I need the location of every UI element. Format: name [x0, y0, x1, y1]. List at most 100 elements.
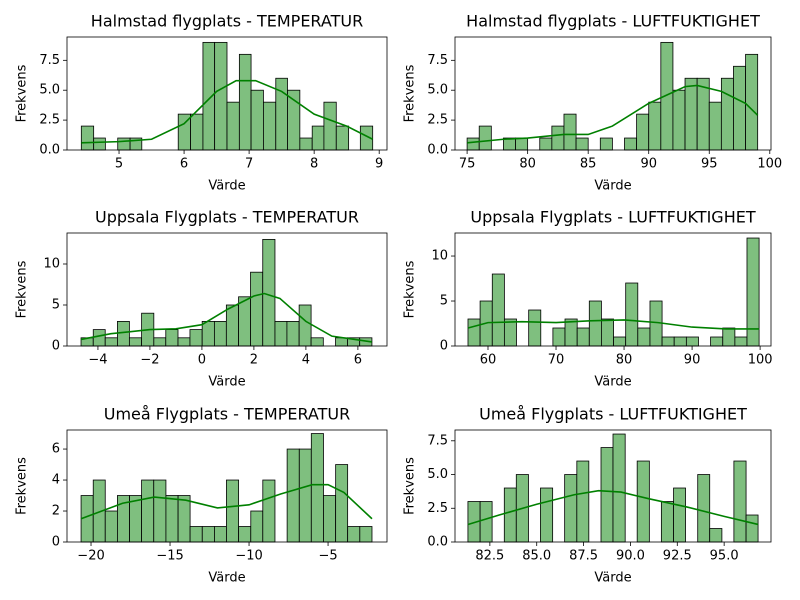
x-tick-label: 85 [580, 157, 597, 172]
histogram-bar [323, 101, 337, 151]
histogram-bar [214, 41, 228, 151]
y-axis-label: Frekvens [15, 457, 30, 515]
histogram-bar [746, 237, 760, 347]
x-tick-label: 75 [459, 157, 476, 172]
histogram-bar [310, 337, 324, 347]
histogram-bar [672, 89, 686, 151]
histogram-bar [722, 327, 736, 347]
y-tick-label: 2.5 [427, 113, 448, 128]
histogram-bar [552, 327, 566, 347]
histogram-bar [117, 320, 130, 347]
histogram-bar [359, 526, 373, 543]
axes-frame [454, 429, 772, 543]
subplot-title: Halmstad flygplats - TEMPERATUR [91, 12, 363, 31]
histogram-bar [238, 53, 252, 151]
y-axis-label: Frekvens [403, 64, 418, 122]
histogram-bar [491, 273, 505, 347]
x-tick-label: 60 [480, 353, 497, 368]
kde-line [467, 489, 759, 526]
axes-frame [66, 36, 388, 151]
histogram-bar [709, 528, 723, 543]
x-axis-label: Värde [594, 571, 631, 586]
y-axis-label: Frekvens [403, 457, 418, 515]
histogram-bar [503, 318, 517, 347]
histogram-bar [660, 501, 674, 543]
histogram-bar [165, 495, 179, 543]
histogram-bar [601, 318, 614, 347]
x-tick-label: −15 [156, 549, 183, 564]
x-axis-label: Värde [208, 571, 245, 586]
y-axis-label: Frekvens [403, 260, 418, 318]
y-tick-label: 0 [52, 535, 60, 550]
histogram-bar [576, 327, 590, 347]
histogram-bar [189, 526, 203, 543]
histogram-bar [733, 65, 746, 151]
histogram-bar [347, 526, 361, 543]
histogram-bar [733, 460, 747, 543]
x-tick-label: 4 [302, 353, 310, 368]
histogram-bar [250, 271, 264, 347]
histogram-bar [503, 487, 517, 543]
histogram-bar [310, 433, 324, 543]
subplot: Umeå Flygplats - LUFTFUKTIGHET Värde Frekv… [403, 405, 772, 586]
subplot: Umeå Flygplats - TEMPERATUR Värde Frekvens… [15, 405, 388, 586]
x-tick-label: 90.0 [616, 549, 645, 564]
y-tick-label: 5 [52, 297, 60, 312]
y-tick-label: 4 [52, 473, 60, 488]
histogram-bar [311, 125, 325, 151]
x-tick-label: 95.0 [710, 549, 739, 564]
histogram-bar [323, 495, 337, 543]
histogram-bar [637, 327, 651, 347]
histogram-bar [540, 487, 554, 543]
histogram-bar [575, 137, 589, 151]
y-tick-label: 0.0 [427, 535, 448, 550]
histogram-bar [250, 89, 264, 151]
histogram-bar [466, 137, 480, 151]
y-tick-label: 7.5 [39, 53, 60, 68]
histogram-bar [745, 53, 759, 151]
histogram-bar [720, 77, 734, 151]
y-tick-label: 5.0 [39, 83, 60, 98]
axes-frame [454, 232, 772, 347]
histogram-bar [467, 318, 481, 347]
histogram-bar [177, 337, 191, 347]
histogram-bar [263, 101, 277, 151]
histogram-bar [214, 526, 227, 543]
x-tick-label: 7 [245, 157, 253, 172]
x-tick-label: 90 [640, 157, 657, 172]
histogram-bar [226, 101, 240, 151]
histogram-bar [201, 526, 215, 543]
histogram-bar [563, 113, 577, 151]
kde-line [80, 292, 373, 343]
histogram-bar [298, 304, 312, 347]
y-axis-label: Frekvens [15, 64, 30, 122]
y-tick-label: 0.0 [39, 143, 60, 158]
y-tick-label: 2.5 [39, 113, 60, 128]
subplot-title: Umeå Flygplats - TEMPERATUR [104, 405, 350, 424]
kde-line [80, 483, 373, 520]
subplot: Halmstad flygplats - TEMPERATUR Värde Frek… [15, 12, 388, 194]
histogram-bar [684, 77, 698, 151]
histogram-bar [262, 238, 276, 347]
y-tick-label: 0.0 [427, 143, 448, 158]
histogram-bar [576, 460, 590, 543]
y-tick-label: 6 [52, 442, 60, 457]
histogram-bar [299, 137, 313, 151]
histogram-bar [153, 337, 167, 347]
histogram-bar [238, 526, 252, 543]
x-tick-label: 6 [354, 353, 362, 368]
histogram-bar [708, 101, 722, 151]
histogram-bar [274, 320, 288, 347]
y-tick-label: 5.0 [427, 467, 448, 482]
histogram-bar [250, 510, 264, 543]
x-tick-label: 100 [757, 157, 782, 172]
histogram-bar [624, 137, 638, 151]
histogram-bar [238, 296, 251, 347]
subplot: Halmstad flygplats - LUFTFUKTIGHET Värde F… [403, 12, 783, 194]
histogram-bar [141, 479, 155, 543]
y-tick-label: 0 [52, 339, 60, 354]
subplot-title: Umeå Flygplats - LUFTFUKTIGHET [479, 405, 747, 424]
histogram-bar [201, 320, 215, 347]
histogram-bar [528, 309, 542, 347]
x-tick-label: 8 [310, 157, 318, 172]
